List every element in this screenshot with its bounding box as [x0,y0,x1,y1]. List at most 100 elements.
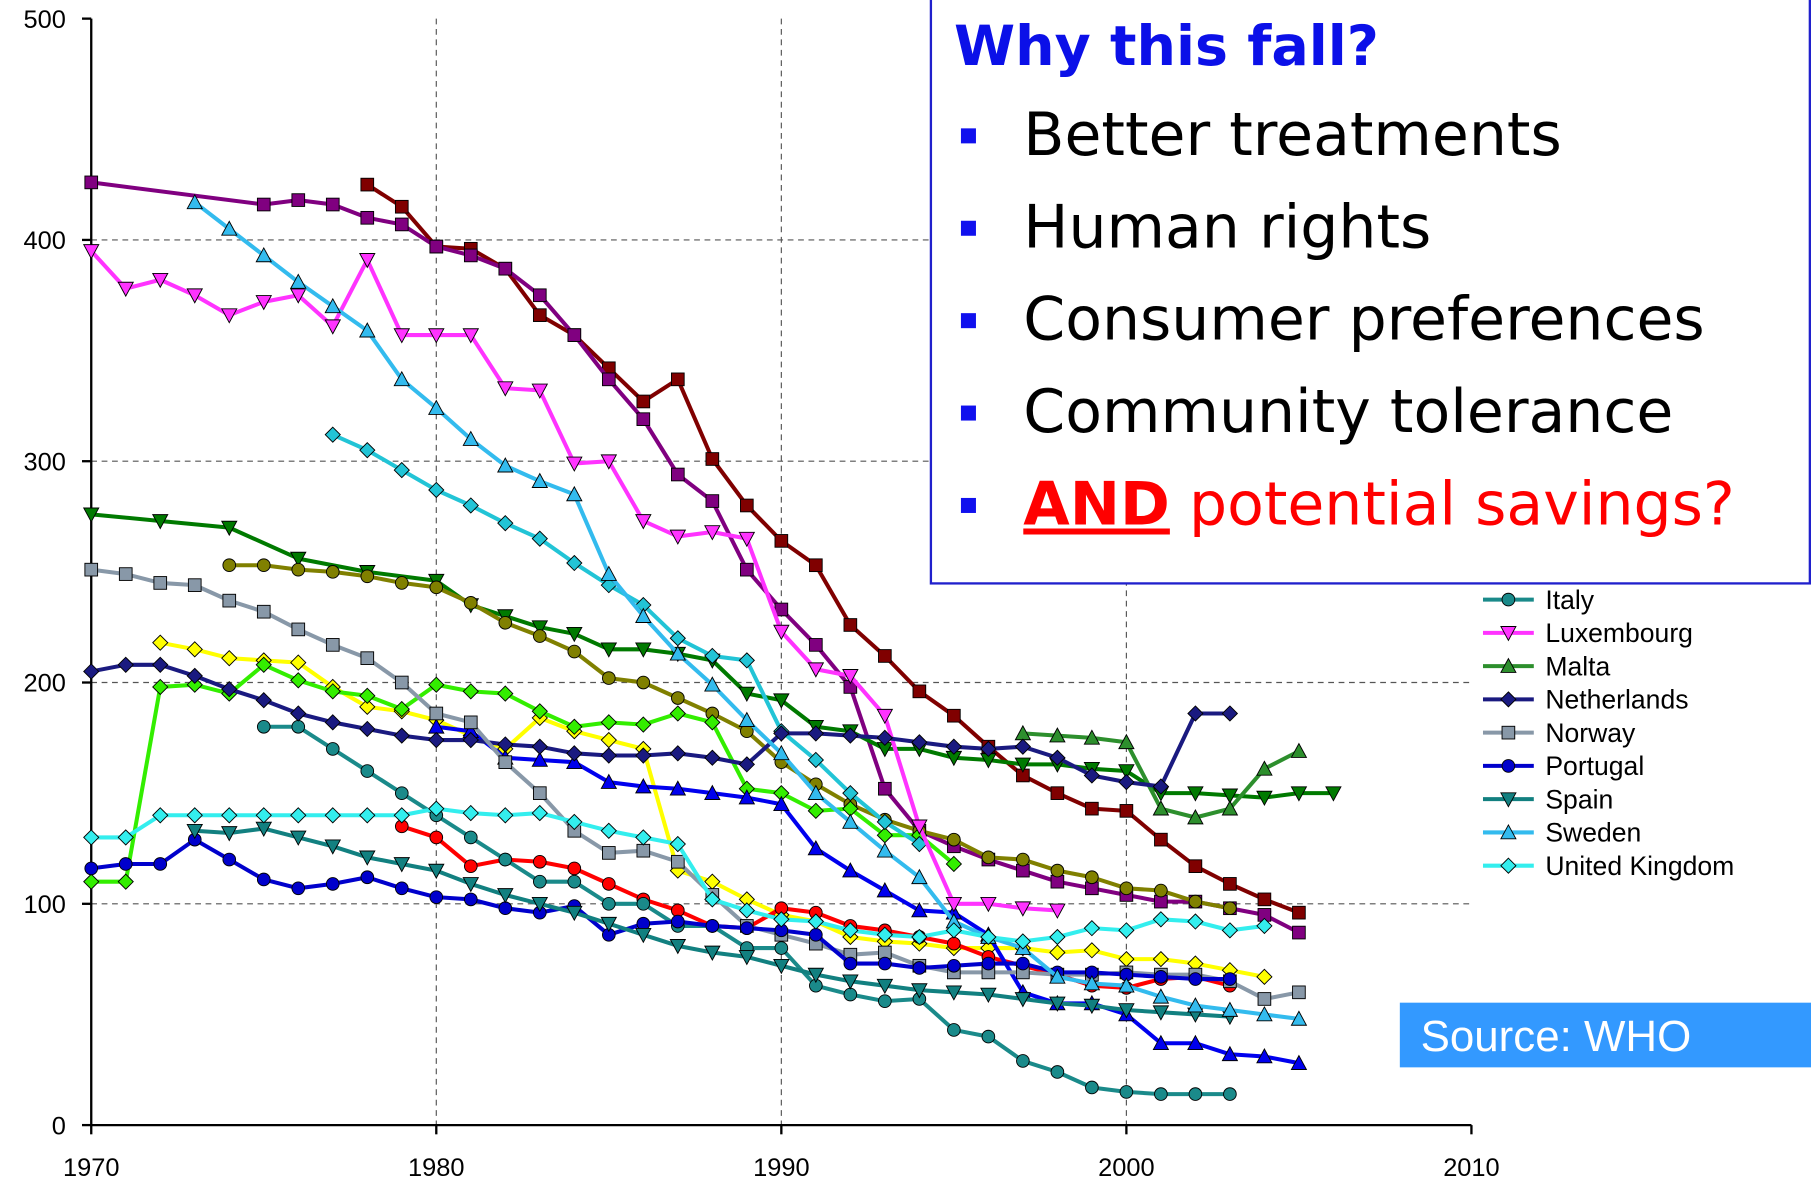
marker [980,928,997,946]
marker [1049,996,1066,1012]
bullet-text: Better treatments [1023,100,1561,170]
marker [600,773,618,789]
marker [151,272,169,289]
marker [1256,917,1273,935]
marker [291,193,306,207]
marker [428,863,445,880]
marker [1500,691,1517,708]
marker [876,813,894,831]
marker [774,941,789,955]
marker [635,607,652,623]
marker [669,645,687,661]
marker [740,498,754,513]
marker [1187,997,1204,1013]
marker [1085,1080,1099,1095]
marker [360,210,375,225]
marker [531,620,549,636]
marker [878,781,892,796]
marker [220,220,238,236]
marker [358,322,376,338]
marker [773,624,790,641]
marker [498,901,513,916]
marker [153,576,168,590]
marker [807,784,825,800]
marker [118,567,133,581]
marker [1083,767,1101,784]
marker [428,328,445,344]
marker [740,562,754,577]
marker [566,745,583,762]
legend-label: United Kingdom [1545,851,1734,881]
marker [1188,972,1203,986]
marker [635,716,652,733]
emphasis: AND [1023,470,1170,540]
marker [428,731,445,749]
marker [463,715,478,730]
marker [497,807,514,824]
marker [394,675,409,690]
marker [1256,760,1273,776]
marker [186,193,204,210]
marker [911,928,928,946]
marker [876,926,894,943]
text-box: Why this fall? Better treatments Human r… [929,0,1811,585]
bullet-text: Community tolerance [1023,377,1673,447]
marker [1118,977,1135,993]
marker [842,862,859,878]
marker [532,308,547,322]
marker [290,654,307,671]
marker [187,578,202,592]
marker [1187,705,1204,722]
marker [359,441,376,459]
marker [981,956,996,971]
y-tick-label: 0 [52,1112,66,1140]
marker [256,719,271,734]
marker [256,197,271,212]
marker [1292,925,1306,940]
marker [324,714,341,731]
marker [911,983,928,999]
marker [1256,790,1273,807]
marker [704,525,721,541]
source: Source: WHO [1421,1012,1692,1061]
bullet [960,313,976,329]
marker [359,720,376,738]
series [1014,724,1308,825]
marker [945,896,963,913]
marker [876,729,894,746]
marker [360,764,375,778]
marker [462,804,479,822]
marker [809,638,823,652]
marker [152,656,169,673]
marker [1152,1034,1170,1051]
marker [497,736,514,753]
marker [1083,998,1101,1015]
series [186,821,1239,1026]
marker [669,745,686,762]
marker [83,663,100,680]
marker [671,914,685,929]
marker [359,807,376,824]
marker [152,678,169,696]
marker [256,604,271,619]
marker [117,829,134,846]
marker [1118,922,1135,939]
legend-label: Spain [1545,784,1613,814]
marker [255,246,273,263]
marker [462,683,479,700]
marker [532,629,547,643]
marker [1154,1087,1168,1101]
marker [1154,832,1168,847]
marker [773,744,790,761]
marker [773,958,790,975]
marker [531,804,548,822]
marker [1119,1085,1134,1099]
marker [980,896,997,913]
marker [1118,733,1135,750]
marker [1223,972,1237,986]
marker [393,700,410,718]
bullet [960,497,976,513]
marker [324,839,342,855]
marker [255,807,272,824]
